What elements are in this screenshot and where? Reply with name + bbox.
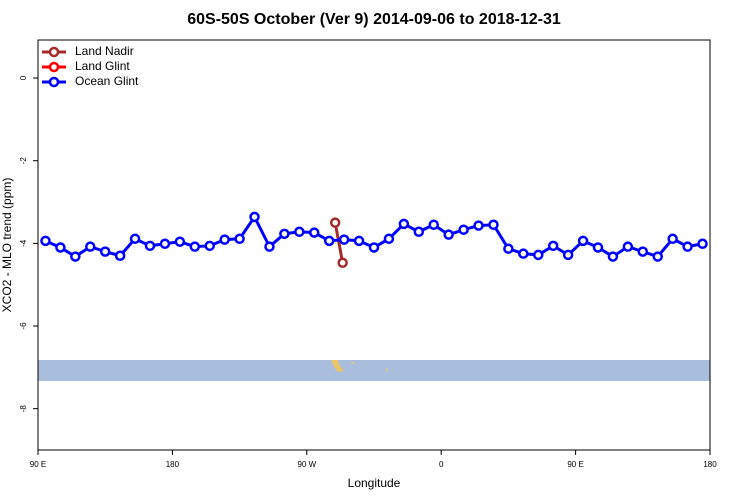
- y-axis-label: XCO2 - MLO trend (ppm): [0, 178, 14, 313]
- point: [204, 240, 215, 252]
- x-tick-label: 180: [166, 460, 180, 469]
- point: [503, 243, 514, 254]
- land-patch: [386, 369, 388, 371]
- point: [323, 235, 335, 247]
- point: [622, 241, 634, 252]
- point: [518, 248, 529, 259]
- map-band: [38, 360, 710, 381]
- point: [159, 238, 171, 250]
- point: [592, 242, 604, 253]
- y-tick-label: -8: [19, 405, 28, 413]
- point: [189, 241, 201, 252]
- land-patch: [351, 362, 354, 364]
- legend-marker: [48, 61, 60, 73]
- point: [547, 240, 559, 252]
- point: [488, 219, 499, 230]
- point: [577, 235, 589, 247]
- point: [309, 227, 320, 238]
- y-tick-label: -2: [19, 157, 28, 165]
- point: [338, 234, 350, 245]
- legend-marker: [48, 76, 60, 88]
- point: [682, 241, 693, 252]
- y-tick-label: -6: [19, 322, 28, 330]
- y-tick-label: -4: [19, 239, 28, 247]
- line: [333, 222, 345, 264]
- point: [329, 217, 341, 228]
- legend-marker: [48, 46, 60, 58]
- point: [144, 240, 156, 252]
- legend-label: Ocean Glint: [75, 74, 139, 88]
- legend-label: Land Glint: [75, 59, 130, 73]
- point: [533, 249, 544, 261]
- point: [637, 246, 649, 257]
- point: [562, 249, 574, 261]
- point: [353, 235, 365, 247]
- x-axis-label: Longitude: [348, 476, 401, 490]
- point: [70, 251, 81, 262]
- point: [40, 235, 51, 247]
- point: [85, 241, 96, 252]
- x-tick-label: 180: [703, 460, 717, 469]
- point: [607, 251, 619, 262]
- x-tick-label: 90 W: [297, 460, 316, 469]
- point: [129, 233, 141, 245]
- point: [99, 246, 111, 257]
- land-patch: [331, 360, 344, 372]
- point: [264, 241, 275, 252]
- point: [443, 229, 454, 240]
- point: [368, 242, 380, 253]
- point: [279, 228, 290, 240]
- x-tick-label: 90 E: [567, 460, 583, 469]
- point: [294, 226, 305, 238]
- point: [219, 234, 230, 245]
- point: [337, 257, 348, 269]
- point: [652, 251, 663, 262]
- point: [473, 220, 484, 231]
- point: [697, 238, 708, 250]
- point: [383, 233, 395, 245]
- x-tick-label: 90 E: [30, 460, 46, 469]
- point: [413, 226, 425, 238]
- point: [114, 250, 126, 261]
- point: [174, 236, 186, 247]
- point: [428, 219, 439, 230]
- y-tick-label: 0: [19, 75, 28, 80]
- point: [55, 242, 66, 253]
- point: [667, 233, 678, 245]
- point: [234, 233, 245, 245]
- x-tick-label: 0: [439, 460, 444, 469]
- point: [249, 211, 260, 223]
- point: [398, 218, 410, 230]
- legend-label: Land Nadir: [75, 44, 134, 58]
- point: [458, 224, 469, 235]
- chart-title: 60S-50S October (Ver 9) 2014-09-06 to 20…: [187, 11, 561, 28]
- plot-frame: [37, 39, 711, 451]
